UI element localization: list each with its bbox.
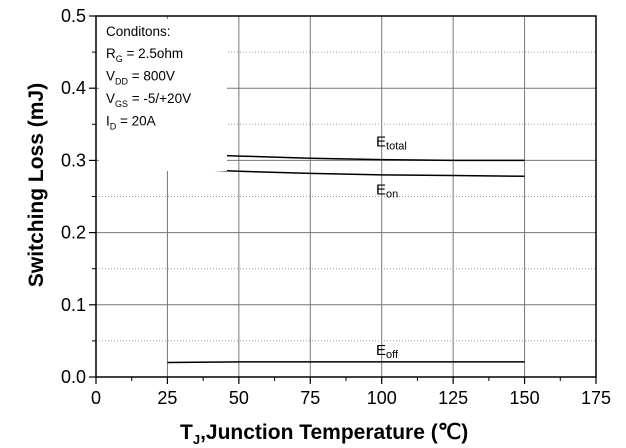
x-axis-title-sub: J bbox=[193, 432, 200, 447]
x-tick-label: 25 bbox=[157, 388, 177, 408]
conditions-background bbox=[99, 19, 227, 171]
x-tick-label: 0 bbox=[91, 388, 101, 408]
x-tick-label: 100 bbox=[367, 388, 397, 408]
conditions-box: Conditons: RG = 2.5ohm VDD = 800V VGS = -5/… bbox=[99, 19, 227, 171]
y-tick-label: 0.3 bbox=[61, 150, 86, 170]
series-line-eoff bbox=[167, 361, 525, 364]
x-axis-title-rest: ,Junction Temperature (℃) bbox=[200, 421, 468, 444]
series-labels: Etotal Eon Eoff bbox=[376, 133, 407, 360]
conditions-title: Conditons: bbox=[106, 24, 171, 39]
series-label-eon: Eon bbox=[376, 181, 398, 200]
x-tick-label: 125 bbox=[438, 388, 468, 408]
condition-line: VGS = -5/+20V bbox=[106, 91, 191, 109]
axis-ticks bbox=[89, 15, 597, 384]
x-tick-label: 75 bbox=[300, 388, 320, 408]
tick-labels: 0 25 50 75 100 125 150 175 0.0 0.1 0.2 0.3 0.4 0.5 bbox=[61, 6, 611, 408]
y-tick-label: 0.2 bbox=[61, 223, 86, 243]
x-tick-label: 175 bbox=[581, 388, 611, 408]
y-tick-label: 0.5 bbox=[61, 6, 86, 26]
y-axis-title: Switching Loss (mJ) bbox=[25, 83, 48, 287]
y-tick-label: 0.0 bbox=[61, 367, 86, 387]
x-axis-title-main: T bbox=[180, 421, 193, 444]
x-axis-title: TJ,Junction Temperature (℃) bbox=[180, 421, 468, 447]
series-label-etotal: Etotal bbox=[376, 133, 407, 152]
x-tick-label: 150 bbox=[510, 388, 540, 408]
condition-line: ID = 20A bbox=[106, 114, 156, 132]
series-lines bbox=[167, 152, 525, 364]
condition-line: VDD = 800V bbox=[106, 69, 175, 87]
x-tick-label: 50 bbox=[229, 388, 249, 408]
grid bbox=[96, 16, 596, 377]
series-label-eoff: Eoff bbox=[376, 342, 399, 361]
y-tick-label: 0.4 bbox=[61, 78, 86, 98]
condition-line: RG = 2.5ohm bbox=[106, 46, 183, 64]
y-tick-label: 0.1 bbox=[61, 295, 86, 315]
